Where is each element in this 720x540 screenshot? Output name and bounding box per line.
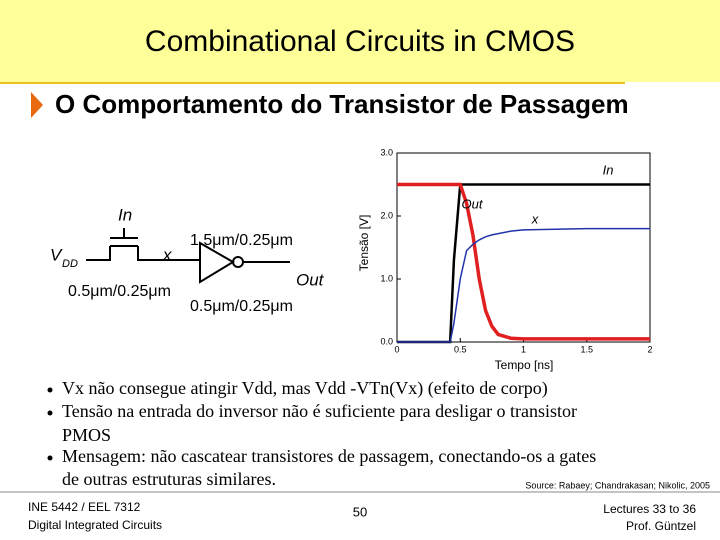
title: Combinational Circuits in CMOS: [145, 25, 575, 58]
label-pmos-size: 1.5μm/0.25μm: [190, 232, 293, 249]
series-label: Out: [462, 196, 484, 211]
bullet-text: Tensão na entrada do inversor não é sufi…: [62, 401, 577, 421]
x-tick-label: 0: [394, 344, 399, 354]
label-in: In: [118, 205, 132, 224]
subtitle: O Comportamento do Transistor de Passage…: [55, 89, 629, 119]
y-tick-label: 3.0: [380, 147, 393, 157]
bullet-arrow: [31, 92, 43, 118]
x-tick-label: 1.5: [580, 344, 593, 354]
bullet-text: Vx não consegue atingir Vdd, mas Vdd -VT…: [62, 378, 548, 399]
x-tick-label: 0.5: [454, 344, 467, 354]
footer-author: Prof. Güntzel: [626, 519, 696, 533]
source: Source: Rabaey; Chandrakasan; Nikolic, 2…: [525, 480, 710, 490]
label-vdd: V: [50, 245, 63, 264]
y-tick-label: 1.0: [380, 273, 393, 283]
bullet-text: de outras estruturas similares.: [62, 469, 276, 489]
x-tick-label: 1: [521, 344, 526, 354]
plot-frame: [396, 152, 651, 343]
series-label: x: [531, 211, 539, 226]
page-number: 50: [353, 504, 367, 519]
circuit: [86, 228, 290, 284]
bullet-text: PMOS: [62, 425, 111, 445]
series-line: [397, 183, 650, 344]
bullet-dot: [47, 410, 53, 416]
label-nmos-size: 0.5μm/0.25μm: [190, 298, 293, 315]
y-axis-label: Tensão [V]: [357, 215, 371, 272]
bullet-dot: [47, 455, 53, 461]
series-line: [397, 227, 650, 343]
footer-course: INE 5442 / EEL 7312: [28, 500, 141, 514]
chart: Tempo [ns] Tensão [V] 0 0.5 1 1.5 2 0.0 1.0 2.0…: [357, 147, 652, 372]
label-vdd-sub: DD: [62, 258, 78, 270]
title-band: [0, 0, 720, 82]
bullet-list: Vx não consegue atingir Vdd, mas Vdd -VT…: [47, 378, 596, 489]
footer-course-name: Digital Integrated Circuits: [28, 518, 162, 532]
label-out: Out: [296, 270, 325, 289]
series-line: [397, 182, 650, 341]
y-tick-label: 2.0: [380, 210, 393, 220]
x-axis-label: Tempo [ns]: [495, 358, 554, 372]
label-pass-size: 0.5μm/0.25μm: [68, 283, 171, 300]
footer-lectures: Lectures 33 to 36: [603, 502, 696, 516]
y-tick-label: 0.0: [380, 336, 393, 346]
bullet-dot: [47, 387, 53, 393]
x-tick-label: 2: [647, 344, 652, 354]
series-label: In: [603, 162, 614, 177]
bullet-text: Mensagem: não cascatear transistores de …: [62, 446, 596, 466]
label-x: x: [162, 245, 172, 264]
